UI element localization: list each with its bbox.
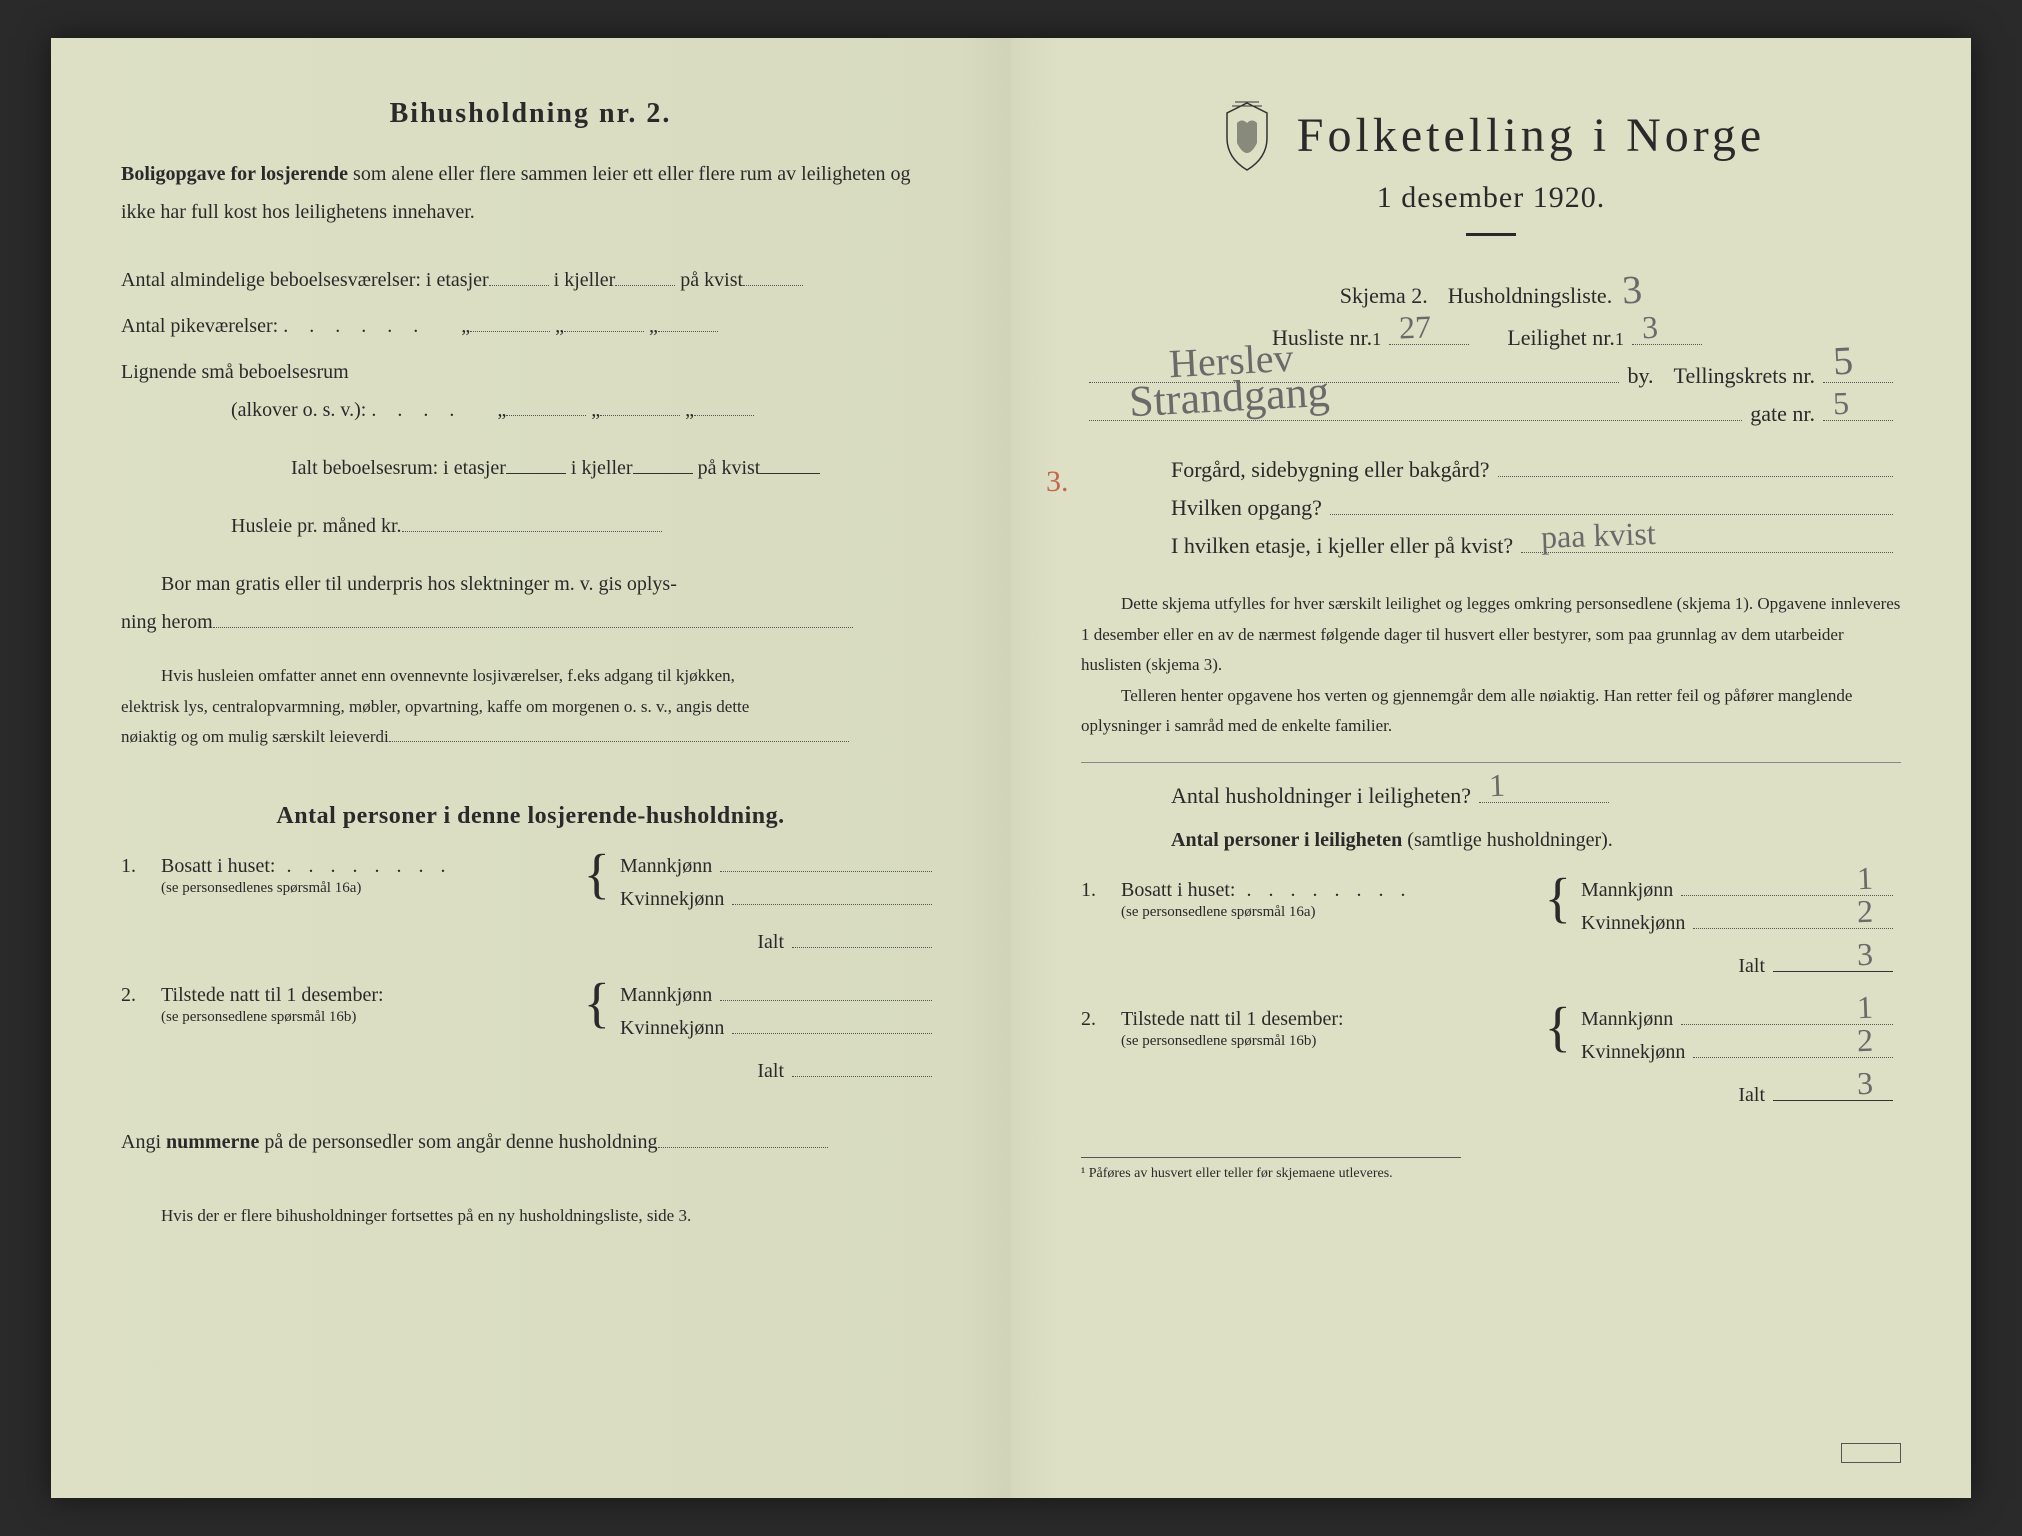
main-title: Folketelling i Norge — [1297, 108, 1765, 163]
right-q1: 1. Bosatt i huset: . . . . . . . . (se p… — [1081, 879, 1901, 988]
hw-q1-mann: 1 — [1856, 860, 1873, 898]
hw-q1-kvinne: 2 — [1856, 893, 1873, 931]
footnote: ¹ Påføres av husvert eller teller før sk… — [1081, 1157, 1461, 1182]
hw-red-3: 3. — [1046, 465, 1069, 499]
hw-husliste: 27 — [1399, 308, 1432, 346]
row-etasje: I hvilken etasje, i kjeller eller på kvi… — [1081, 533, 1901, 559]
title-rule — [1466, 233, 1516, 236]
row-gate: Strandgang gate nr. 5 — [1081, 401, 1901, 427]
header-block: Folketelling i Norge 1 desember 1920. — [1081, 98, 1901, 236]
dette-1: Dette skjema utfylles for hver særskilt … — [1081, 589, 1901, 681]
row-antal-pers: Antal personer i leiligheten (samtlige h… — [1081, 821, 1901, 859]
stamp-box — [1841, 1443, 1901, 1463]
hw-hush-nr: 3 — [1621, 266, 1643, 314]
left-q1: 1. Bosatt i huset: . . . . . . . . (se p… — [121, 855, 940, 964]
dette-2: Telleren henter opgavene hos verten og g… — [1081, 681, 1901, 742]
row-antal-hush: Antal husholdninger i leiligheten? 1 — [1081, 783, 1901, 809]
hw-q2-mann: 1 — [1856, 989, 1873, 1027]
intro-text: Boligopgave for losjerende som alene ell… — [121, 155, 940, 231]
row-lignende2: (alkover o. s. v.): . . . . „ „ „ — [121, 391, 940, 429]
hw-tellingskrets: 5 — [1832, 337, 1854, 385]
row-skjema: Skjema 2. Husholdningsliste. 3 — [1081, 266, 1901, 313]
hw-gate-name: Strandgang — [1128, 366, 1331, 427]
row-hvis1: Hvis husleien omfatter annet enn ovennev… — [121, 661, 940, 692]
row-pike: Antal pikeværelser: . . . . . . „ „ „ — [121, 307, 940, 345]
hw-q2-kvinne: 2 — [1856, 1022, 1873, 1060]
intro-bold: Boligopgave for losjerende — [121, 163, 348, 185]
hw-etasje: paa kvist — [1540, 515, 1656, 556]
row-hvis3: nøiaktig og om mulig særskilt leieverdi — [121, 722, 940, 753]
row-gratis1: Bor man gratis eller til underpris hos s… — [121, 565, 940, 603]
sub-title: 1 desember 1920. — [1081, 181, 1901, 215]
right-q2: 2. Tilstede natt til 1 desember: (se per… — [1081, 1008, 1901, 1117]
row-hvis2: elektrisk lys, centralopvarmning, møbler… — [121, 692, 940, 723]
coat-of-arms-icon — [1217, 98, 1277, 173]
census-document: Bihusholdning nr. 2. Boligopgave for los… — [51, 38, 1971, 1498]
left-subtitle: Antal personer i denne losjerende-hushol… — [121, 803, 940, 830]
row-lignende1: Lignende små beboelsesrum — [121, 353, 940, 391]
row-alm-bebo: Antal almindelige beboelsesværelser: i e… — [121, 261, 940, 299]
hw-gate-nr: 5 — [1832, 385, 1849, 423]
left-page: Bihusholdning nr. 2. Boligopgave for los… — [51, 38, 1011, 1498]
right-page: Folketelling i Norge 1 desember 1920. Sk… — [1011, 38, 1971, 1498]
hw-q2-ialt: 3 — [1856, 1065, 1873, 1103]
row-husleie: Husleie pr. måned kr. — [121, 507, 940, 545]
row-gratis2: ning herom — [121, 603, 940, 641]
row-angi: Angi nummerne på de personsedler som ang… — [121, 1123, 940, 1161]
row-forgard: Forgård, sidebygning eller bakgård? — [1081, 457, 1901, 483]
row-ialt-bebo: Ialt beboelsesrum: i etasjer i kjeller p… — [121, 449, 940, 487]
hw-antal-hush: 1 — [1488, 767, 1505, 805]
hw-leilighet: 3 — [1641, 309, 1658, 347]
left-title: Bihusholdning nr. 2. — [121, 98, 940, 130]
row-opgang: Hvilken opgang? — [1081, 495, 1901, 521]
hw-q1-ialt: 3 — [1856, 936, 1873, 974]
left-footer: Hvis der er flere bihusholdninger fortse… — [121, 1201, 940, 1232]
left-q2: 2. Tilstede natt til 1 desember: (se per… — [121, 984, 940, 1093]
